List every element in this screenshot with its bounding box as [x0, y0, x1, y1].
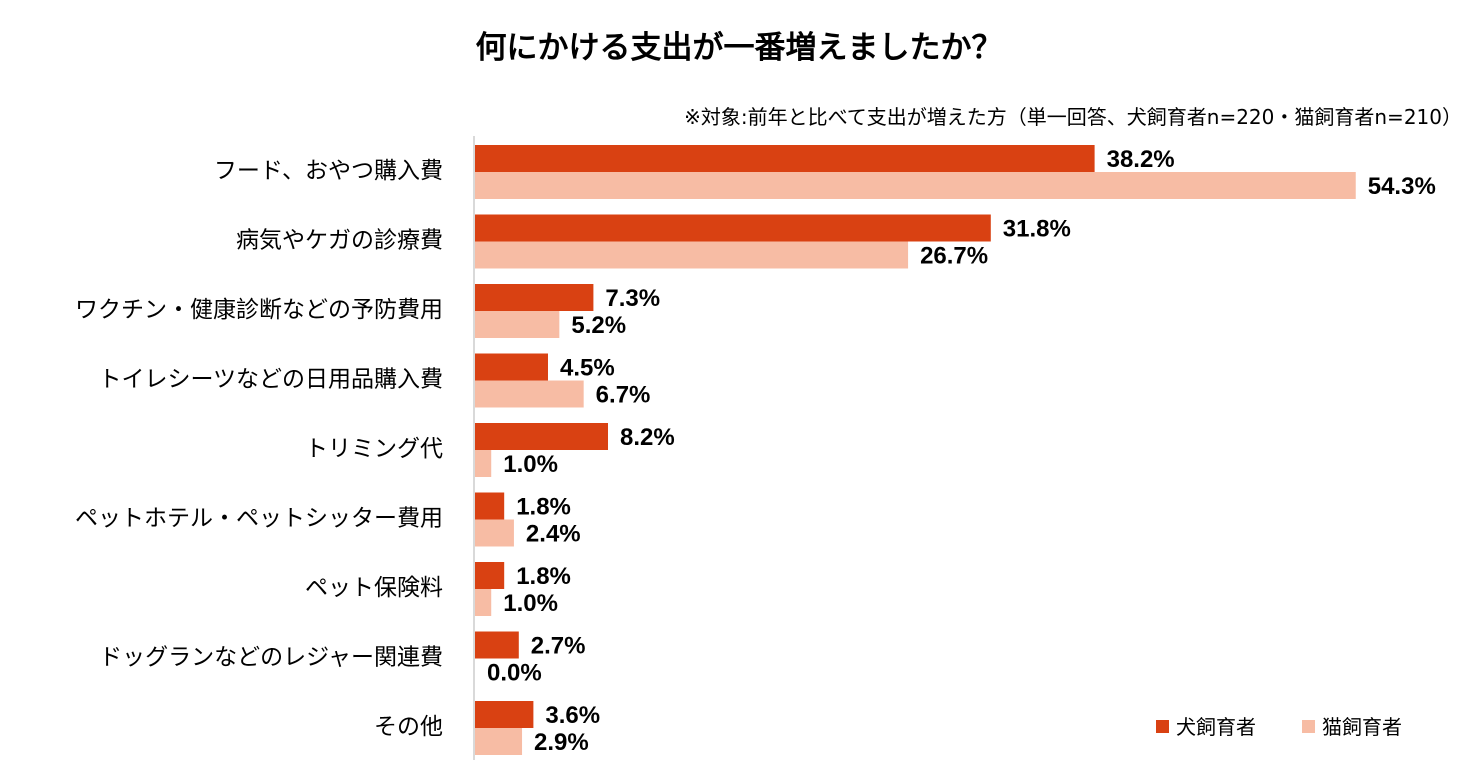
bar-dog [475, 284, 594, 311]
bar-dog [475, 562, 505, 589]
legend-label: 猫飼育者 [1322, 715, 1402, 739]
category-label: ペットホテル・ペットシッター費用 [75, 506, 443, 532]
data-label: 7.3% [605, 285, 660, 312]
data-label: 2.9% [534, 729, 589, 756]
legend: 犬飼育者 猫飼育者 [1156, 715, 1402, 739]
bar-cat [475, 172, 1356, 199]
category-label: トイレシーツなどの日用品購入費 [98, 367, 443, 393]
bar-dog [475, 353, 548, 381]
bar-cat [475, 519, 514, 547]
category-label: フード、おやつ購入費 [214, 158, 443, 184]
legend-swatch [1156, 720, 1169, 733]
category-label: その他 [374, 714, 443, 740]
category-label: ドッグランなどのレジャー関連費 [99, 645, 443, 671]
data-label: 2.4% [526, 521, 581, 548]
bar-cat [475, 728, 523, 755]
data-label: 8.2% [620, 424, 675, 451]
data-label: 1.8% [516, 494, 571, 521]
legend-label: 犬飼育者 [1176, 715, 1256, 739]
chart-subtitle: ※対象:前年と比べて支出が増えた方（単一回答、犬飼育者n=220・猫飼育者n=2… [684, 105, 1462, 129]
category-label: トリミング代 [305, 436, 443, 462]
bar-cat [475, 450, 492, 477]
bar-dog [475, 214, 991, 242]
data-label: 1.0% [503, 590, 558, 617]
bars-layer: フード、おやつ購入費 38.2% 54.3% 病気やケガの診療費 31.8% 26.7% ワ… [75, 145, 1436, 756]
data-label: 6.7% [596, 382, 651, 409]
bar-dog [475, 492, 505, 520]
bar-dog [475, 145, 1095, 172]
bar-dog [475, 631, 519, 659]
data-label: 2.7% [531, 633, 586, 660]
bar-cat [475, 311, 560, 338]
legend-swatch [1302, 720, 1315, 733]
data-label: 4.5% [560, 355, 615, 382]
category-label: ワクチン・健康診断などの予防費用 [75, 297, 443, 323]
category-label: 病気やケガの診療費 [236, 228, 443, 254]
bar-cat [475, 380, 584, 408]
data-label: 5.2% [571, 312, 626, 339]
category-label: ペット保険料 [305, 575, 443, 601]
data-label: 0.0% [487, 660, 542, 687]
data-label: 54.3% [1368, 173, 1436, 200]
data-label: 3.6% [545, 702, 600, 729]
data-label: 26.7% [920, 243, 988, 270]
data-label: 38.2% [1107, 146, 1175, 173]
bar-cat [475, 589, 492, 616]
bar-cat [475, 241, 909, 269]
data-label: 1.0% [503, 451, 558, 478]
chart-title: 何にかける支出が一番増えましたか？ [476, 30, 1003, 66]
data-label: 1.8% [516, 563, 571, 590]
bar-dog [475, 701, 534, 728]
bar-dog [475, 423, 609, 450]
data-label: 31.8% [1003, 216, 1071, 243]
